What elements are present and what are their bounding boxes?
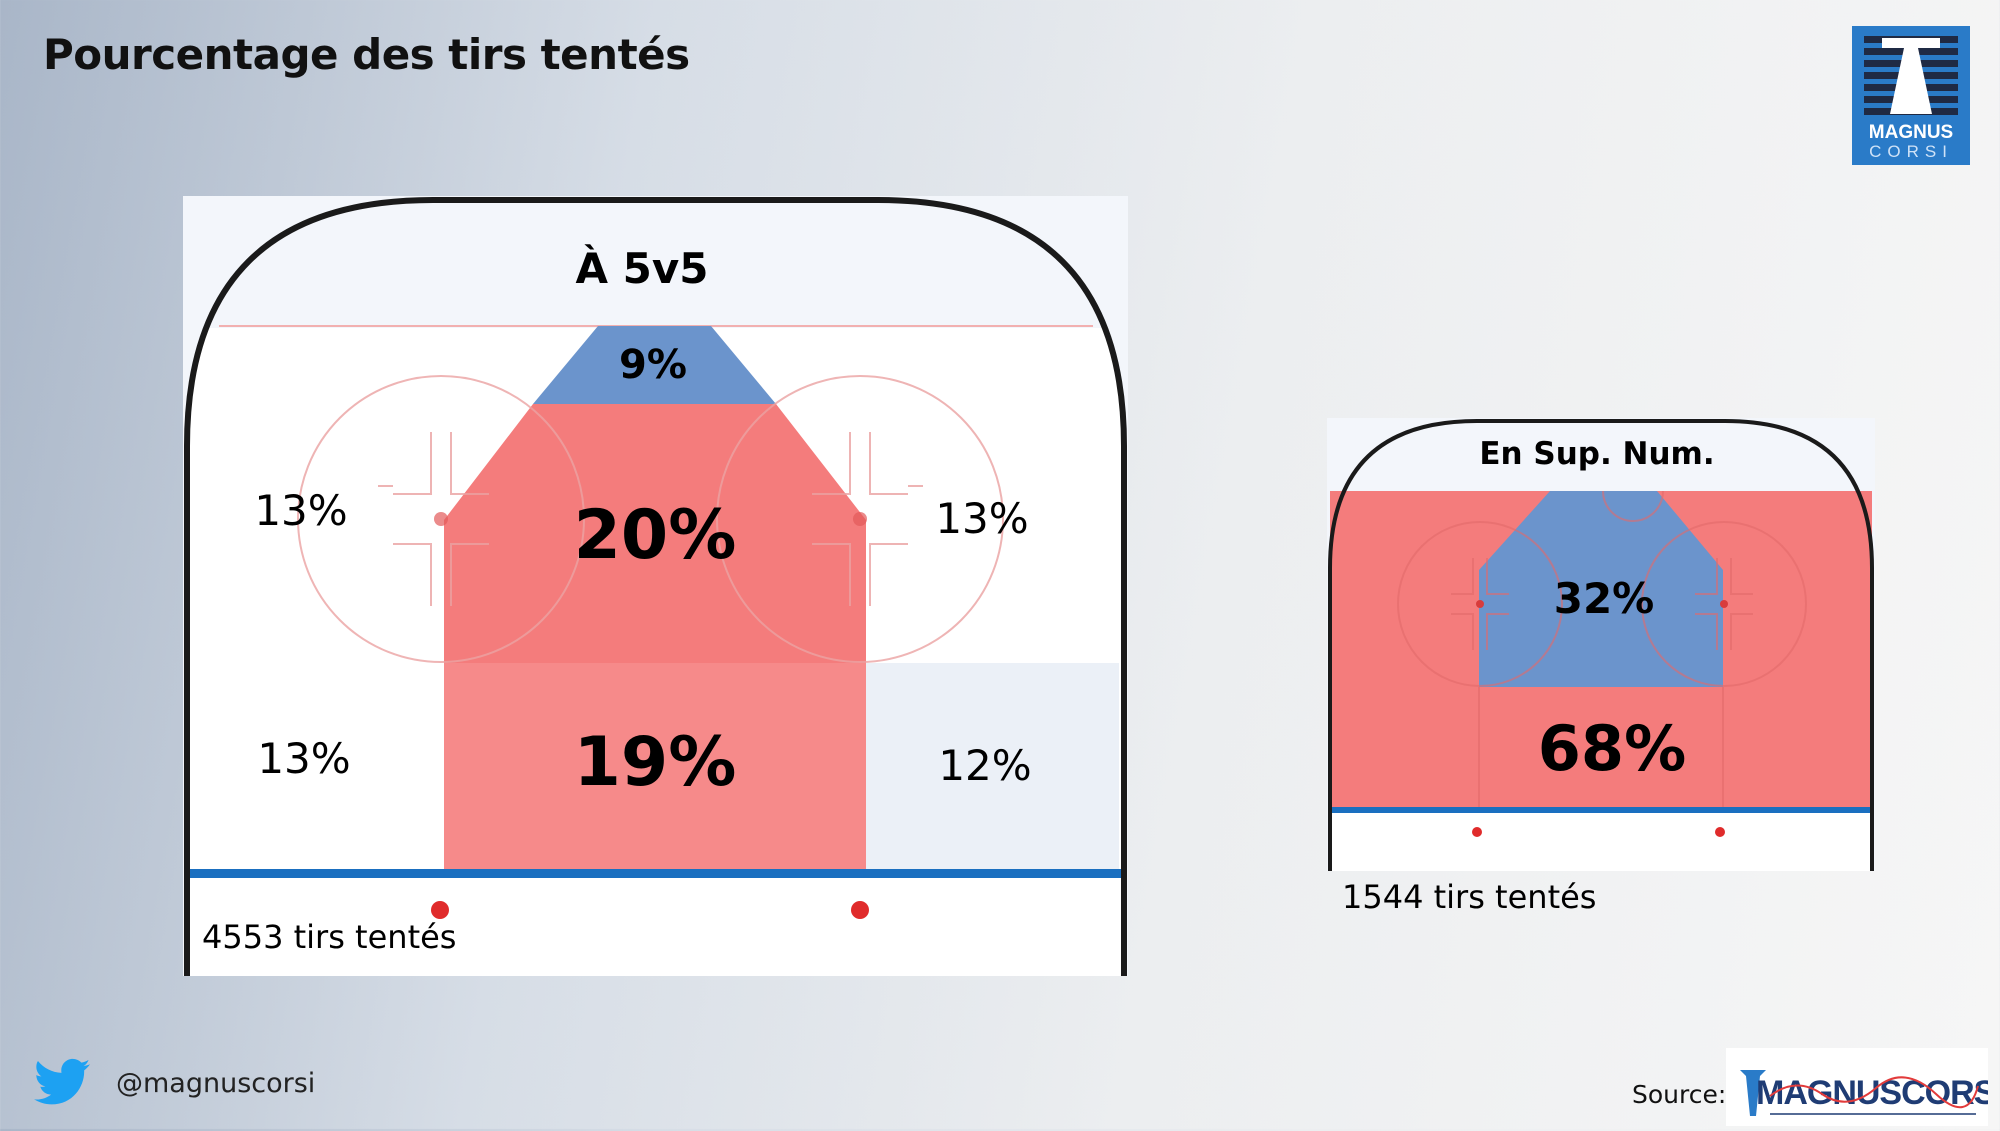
zone-label-right-circle: 13%	[935, 494, 1029, 543]
page-title: Pourcentage des tirs tentés	[43, 30, 690, 79]
magnus-corsi-logo: MAGNUS CORSI	[1852, 26, 1970, 165]
zone-center-point	[444, 663, 866, 869]
rink-5v5: À 5v5 9% 20% 13% 13% 13% 19% 12% 4553 ti…	[183, 196, 1128, 976]
zone-label-inner: 32%	[1553, 574, 1655, 623]
source-logo-text: MAGNUSCORSI	[1756, 1074, 1988, 1112]
rink-power-play: En Sup. Num. 32% 68%	[1327, 418, 1875, 871]
zone-label-left-circle: 13%	[254, 486, 348, 535]
logo-line1: MAGNUS	[1869, 122, 1953, 143]
shots-count-pp: 1544 tirs tentés	[1342, 878, 1597, 916]
zone-label-outer: 68%	[1537, 712, 1687, 785]
zone-right-point	[866, 663, 1119, 869]
zone-label-left-point: 13%	[257, 734, 351, 783]
twitter-handle[interactable]: @magnuscorsi	[116, 1068, 316, 1099]
zone-inner	[1479, 491, 1723, 687]
zone-label-top-center: 9%	[619, 342, 687, 388]
zone-top-center	[533, 326, 776, 404]
panel-pp-heading: En Sup. Num.	[1479, 436, 1715, 472]
zone-label-center-point: 19%	[573, 723, 737, 802]
panel-5v5-heading: À 5v5	[575, 244, 709, 293]
twitter-bird-icon[interactable]	[34, 1058, 90, 1106]
zone-label-slot: 20%	[573, 496, 737, 575]
source-logo: MAGNUSCORSI	[1726, 1048, 2000, 1126]
source-label: Source:	[1632, 1080, 1727, 1109]
logo-line2: CORSI	[1869, 142, 1953, 161]
zone-slot	[444, 404, 866, 663]
zone-label-right-point: 12%	[938, 741, 1032, 790]
shots-count-5v5: 4553 tirs tentés	[202, 918, 457, 956]
